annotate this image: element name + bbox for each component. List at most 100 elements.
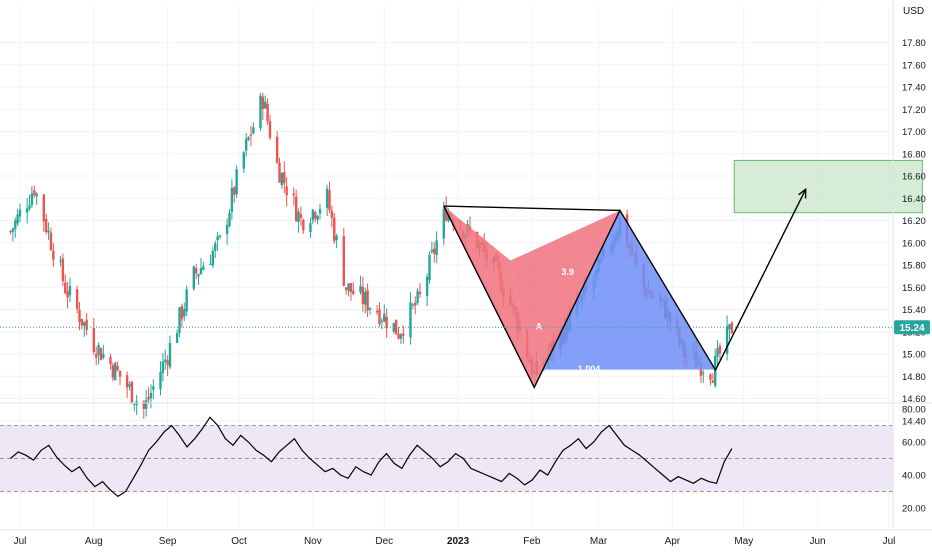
x-tick-label: Oct xyxy=(231,536,247,547)
candle-body xyxy=(61,258,65,282)
candle-body xyxy=(242,152,245,169)
y-tick-label: 16.80 xyxy=(902,149,926,160)
candle-body xyxy=(725,326,729,355)
y-tick-label: 15.00 xyxy=(902,350,926,361)
pattern-triangle-bcd xyxy=(543,210,716,370)
candle-body xyxy=(83,322,86,326)
candle-body xyxy=(149,392,153,399)
candle-body xyxy=(278,162,281,183)
candle-body xyxy=(385,316,388,329)
candle-body xyxy=(211,250,215,266)
drawing-overlays xyxy=(0,159,923,372)
candle-body xyxy=(335,235,338,240)
candle-body xyxy=(425,276,429,296)
candle-body xyxy=(380,320,384,322)
x-tick-label: Nov xyxy=(304,536,322,547)
candle-body xyxy=(194,268,198,274)
pattern-ratio-label: 3.9 xyxy=(561,267,574,277)
x-tick-label: Dec xyxy=(375,536,393,547)
candle-body xyxy=(133,403,136,405)
candle-body xyxy=(161,361,165,373)
candle-body xyxy=(702,372,705,374)
candle-body xyxy=(118,370,122,377)
candle-body xyxy=(402,333,405,336)
candle-body xyxy=(214,243,217,252)
candle-body xyxy=(228,212,231,226)
y-tick-label: 17.60 xyxy=(902,60,926,71)
candle-body xyxy=(18,209,22,217)
candle-body xyxy=(349,283,353,293)
candle-body xyxy=(397,333,400,339)
candle-body xyxy=(64,282,67,294)
pattern-dashed-leg xyxy=(443,205,535,388)
candle-body xyxy=(264,101,267,109)
candle-body xyxy=(728,324,731,330)
rsi-tick-label: 60.00 xyxy=(902,438,926,449)
candle-body xyxy=(33,190,36,196)
x-tick-label: Mar xyxy=(590,536,608,547)
candle-body xyxy=(230,187,234,212)
rsi-indicator xyxy=(0,416,893,498)
x-tick-label: Jun xyxy=(810,536,826,547)
candle-body xyxy=(325,188,329,208)
y-tick-label: 17.00 xyxy=(902,127,926,138)
y-tick-label: 16.40 xyxy=(902,194,926,205)
candle-body xyxy=(411,304,415,306)
candle-body xyxy=(383,313,386,322)
candle-body xyxy=(714,355,717,386)
harmonic-pattern: 1.58 3.9 A 1.004 xyxy=(443,205,716,389)
candle-body xyxy=(314,212,317,219)
candle-body xyxy=(311,209,315,221)
candle-body xyxy=(183,309,186,317)
candle-body xyxy=(14,220,17,230)
candle-body xyxy=(225,225,229,234)
x-tick-label: Apr xyxy=(665,536,681,547)
candle-body xyxy=(125,375,129,388)
candle-body xyxy=(414,302,417,306)
candle-body xyxy=(294,196,298,222)
candle-body xyxy=(192,266,195,289)
candle-body xyxy=(85,319,88,331)
candle-body xyxy=(275,136,279,163)
x-tick-label: 2023 xyxy=(447,536,470,547)
candle-body xyxy=(378,309,381,325)
candle-body xyxy=(252,127,255,134)
candle-body xyxy=(366,289,369,311)
candle-body xyxy=(199,268,203,274)
candle-body xyxy=(333,217,336,242)
y-tick-label: 14.80 xyxy=(902,372,926,383)
rsi-line xyxy=(10,416,733,498)
candle-body xyxy=(233,187,236,195)
candle-body xyxy=(328,190,331,211)
candle-body xyxy=(235,169,238,195)
target-zone-box[interactable] xyxy=(733,159,923,214)
y-tick-label: 17.80 xyxy=(902,38,926,49)
price-tag-box xyxy=(894,320,930,335)
candle-body xyxy=(435,240,438,255)
candle-body xyxy=(261,96,265,110)
candle-body xyxy=(11,228,15,232)
candle-body xyxy=(130,381,134,404)
candle-body xyxy=(364,291,367,305)
x-tick-label: Aug xyxy=(85,536,103,547)
candle-body xyxy=(292,193,295,196)
y-tick-label: 15.80 xyxy=(902,261,926,272)
candle-body xyxy=(25,208,29,213)
candle-body xyxy=(28,205,31,209)
candle-body xyxy=(316,215,319,220)
candle-body xyxy=(52,250,55,260)
candle-body xyxy=(409,302,412,338)
candle-body xyxy=(114,363,117,381)
candle-body xyxy=(716,348,719,357)
candle-body xyxy=(185,289,188,312)
candle-body xyxy=(302,219,305,231)
projection-line[interactable] xyxy=(714,189,807,372)
candle-body xyxy=(280,173,284,186)
candle-body xyxy=(75,289,79,310)
x-tick-label: Feb xyxy=(523,536,541,547)
candle-body xyxy=(94,354,98,358)
x-tick-label: Jul xyxy=(883,536,896,547)
